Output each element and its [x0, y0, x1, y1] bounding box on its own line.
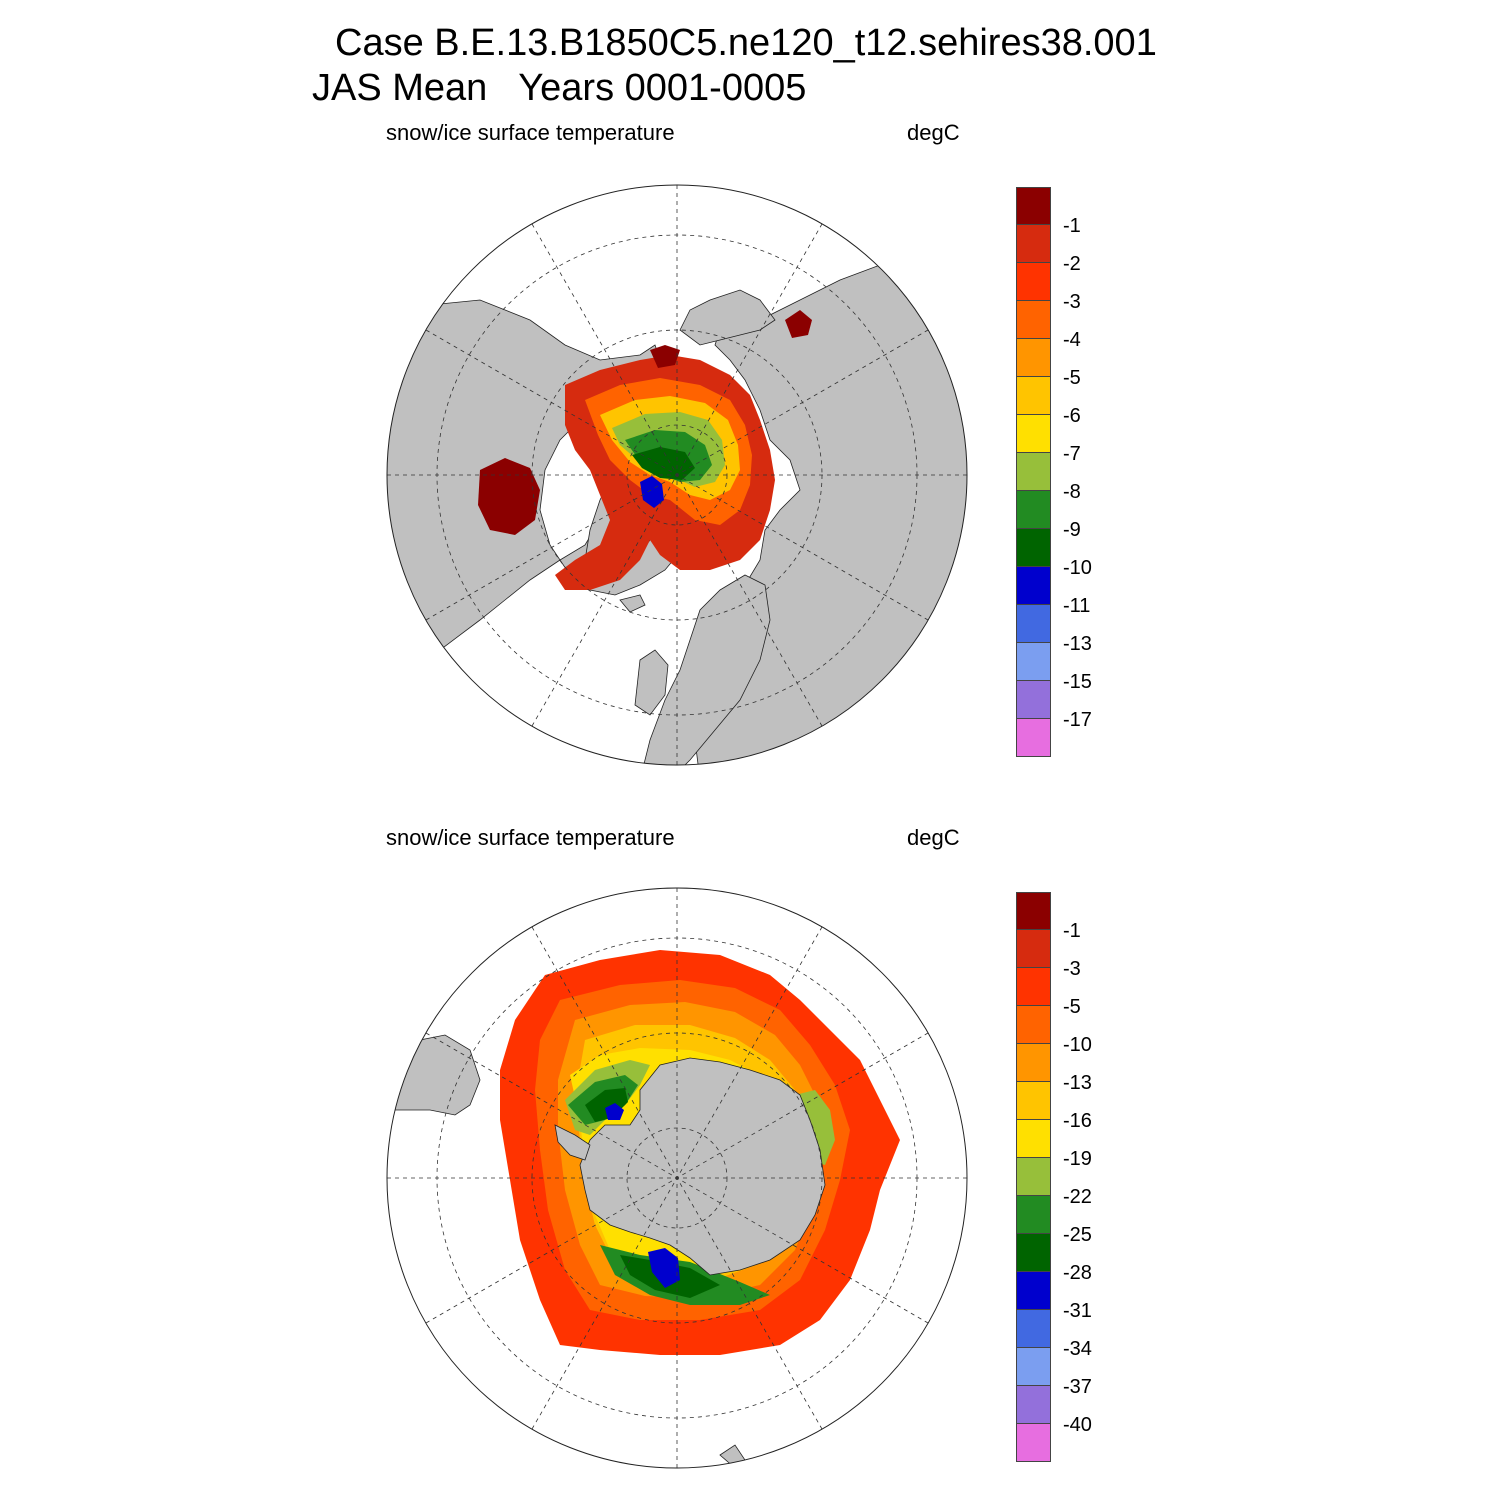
north-colorbar-label: -15 — [1063, 671, 1092, 693]
colorbar-swatch — [1016, 1348, 1051, 1386]
north-colorbar-label: -17 — [1063, 709, 1092, 731]
south-panel-units-label: degC — [907, 825, 960, 850]
north-colorbar-label: -4 — [1063, 329, 1081, 351]
colorbar-swatch — [1016, 491, 1051, 529]
north-panel-variable-label: snow/ice surface temperature — [386, 120, 675, 145]
asia-northeast-land — [679, 289, 776, 346]
iceland-land — [619, 594, 646, 613]
south-colorbar-label: -3 — [1063, 958, 1081, 980]
colorbar-swatch — [1016, 1310, 1051, 1348]
north-colorbar — [1016, 187, 1051, 757]
north-graticule — [387, 185, 967, 765]
north-colorbar-label: -3 — [1063, 291, 1081, 313]
north-ice-band-darkgreen — [632, 447, 695, 480]
title-line-2: JAS Mean Years 0001-0005 — [312, 67, 807, 109]
colorbar-swatch — [1016, 968, 1051, 1006]
north-colorbar-label: -2 — [1063, 253, 1081, 275]
north-colorbar-label: -8 — [1063, 481, 1081, 503]
south-colorbar-label: -37 — [1063, 1376, 1092, 1398]
south-panel-variable-label: snow/ice surface temperature — [386, 825, 675, 850]
colorbar-swatch — [1016, 377, 1051, 415]
south-colorbar-label: -1 — [1063, 920, 1081, 942]
british-isles-land — [634, 649, 669, 716]
colorbar-swatch — [1016, 1120, 1051, 1158]
colorbar-swatch — [1016, 1044, 1051, 1082]
east-siberian-ice — [650, 345, 680, 368]
north-map-border — [386, 184, 968, 766]
north-colorbar-label: -10 — [1063, 557, 1092, 579]
south-colorbar-label: -28 — [1063, 1262, 1092, 1284]
colorbar-swatch — [1016, 1234, 1051, 1272]
colorbar-swatch — [1016, 643, 1051, 681]
south-colorbar-label: -5 — [1063, 996, 1081, 1018]
south-graticule — [387, 888, 967, 1468]
colorbar-swatch — [1016, 605, 1051, 643]
colorbar-swatch — [1016, 1424, 1051, 1462]
south-colorbar-label: -40 — [1063, 1414, 1092, 1436]
colorbar-swatch — [1016, 681, 1051, 719]
colorbar-swatch — [1016, 1386, 1051, 1424]
colorbar-swatch — [1016, 187, 1051, 225]
north-ice-core-blue — [640, 476, 664, 508]
colorbar-swatch — [1016, 301, 1051, 339]
weddell-darkgreen — [585, 1088, 628, 1122]
north-colorbar-label: -11 — [1063, 595, 1091, 617]
north-colorbar-label: -7 — [1063, 443, 1081, 465]
south-polar-map — [387, 888, 967, 1468]
colorbar-swatch — [1016, 930, 1051, 968]
north-colorbar-label: -13 — [1063, 633, 1092, 655]
colorbar-swatch — [1016, 567, 1051, 605]
colorbar-swatch — [1016, 1006, 1051, 1044]
colorbar-swatch — [1016, 719, 1051, 757]
colorbar-swatch — [1016, 339, 1051, 377]
north-colorbar-label: -1 — [1063, 215, 1081, 237]
europe-scandinavia-land — [639, 574, 771, 765]
title-line-1: Case B.E.13.B1850C5.ne120_t12.sehires38.… — [335, 22, 1157, 64]
south-colorbar-label: -25 — [1063, 1224, 1092, 1246]
colorbar-swatch — [1016, 415, 1051, 453]
north-colorbar-label: -5 — [1063, 367, 1081, 389]
ross-blue — [648, 1248, 680, 1288]
colorbar-swatch — [1016, 529, 1051, 567]
colorbar-swatch — [1016, 1082, 1051, 1120]
south-colorbar-label: -16 — [1063, 1110, 1092, 1132]
colorbar-swatch — [1016, 263, 1051, 301]
colorbar-swatch — [1016, 453, 1051, 491]
south-colorbar — [1016, 892, 1051, 1462]
north-panel-units-label: degC — [907, 120, 960, 145]
south-colorbar-label: -13 — [1063, 1072, 1092, 1094]
colorbar-swatch — [1016, 1272, 1051, 1310]
hudson-bay-ice — [478, 458, 540, 535]
south-colorbar-label: -34 — [1063, 1338, 1092, 1360]
north-america-land — [387, 299, 701, 701]
north-colorbar-label: -9 — [1063, 519, 1081, 541]
north-polar-map — [387, 185, 967, 765]
weddell-blue — [605, 1103, 624, 1120]
south-colorbar-label: -19 — [1063, 1148, 1092, 1170]
south-colorbar-label: -22 — [1063, 1186, 1092, 1208]
south-map-border — [386, 887, 968, 1469]
colorbar-swatch — [1016, 1196, 1051, 1234]
bering-ice — [785, 310, 812, 338]
colorbar-swatch — [1016, 225, 1051, 263]
north-colorbar-label: -6 — [1063, 405, 1081, 427]
colorbar-swatch — [1016, 1158, 1051, 1196]
south-colorbar-label: -10 — [1063, 1034, 1092, 1056]
south-colorbar-label: -31 — [1063, 1300, 1092, 1322]
colorbar-swatch — [1016, 892, 1051, 930]
antarctic-peninsula-land — [554, 1124, 591, 1161]
